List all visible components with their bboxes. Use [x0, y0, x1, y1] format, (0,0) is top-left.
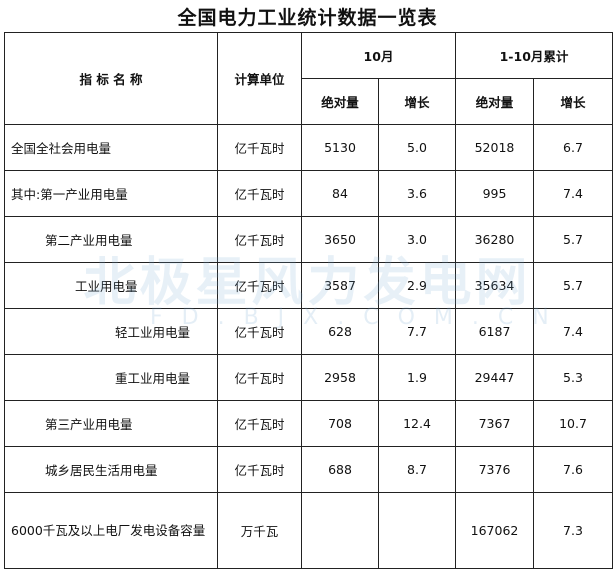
table-row: 轻工业用电量 亿千瓦时 628 7.7 6187 7.4 — [4, 308, 613, 355]
cum-growth: 7.3 — [533, 492, 613, 569]
statistics-table: 指 标 名 称 计算单位 10月 1-10月累计 绝对量 增长 绝对量 增长 全… — [4, 32, 613, 569]
cum-abs: 35634 — [455, 262, 534, 309]
cum-abs: 36280 — [455, 216, 534, 263]
month-abs: 5130 — [301, 124, 379, 171]
row-unit: 亿千瓦时 — [217, 354, 302, 401]
cum-growth: 7.6 — [533, 446, 613, 493]
row-name: 轻工业用电量 — [4, 308, 218, 355]
row-unit: 亿千瓦时 — [217, 400, 302, 447]
table-row: 工业用电量 亿千瓦时 3587 2.9 35634 5.7 — [4, 262, 613, 309]
table-row: 第三产业用电量 亿千瓦时 708 12.4 7367 10.7 — [4, 400, 613, 447]
row-name: 其中:第一产业用电量 — [4, 170, 218, 217]
month-growth: 8.7 — [378, 446, 456, 493]
row-unit: 亿千瓦时 — [217, 124, 302, 171]
header-name: 指 标 名 称 — [4, 32, 218, 125]
row-name: 6000千瓦及以上电厂发电设备容量 — [4, 492, 218, 569]
page-title: 全国电力工业统计数据一览表 — [177, 7, 438, 29]
cum-abs: 52018 — [455, 124, 534, 171]
cum-growth: 10.7 — [533, 400, 613, 447]
month-abs — [301, 492, 379, 569]
cum-abs: 167062 — [455, 492, 534, 569]
row-name: 工业用电量 — [4, 262, 218, 309]
header-cumulative: 1-10月累计 — [455, 32, 613, 79]
table-row: 重工业用电量 亿千瓦时 2958 1.9 29447 5.3 — [4, 354, 613, 401]
header-month: 10月 — [301, 32, 456, 79]
row-unit: 亿千瓦时 — [217, 446, 302, 493]
month-growth: 7.7 — [378, 308, 456, 355]
month-abs: 628 — [301, 308, 379, 355]
month-growth: 3.0 — [378, 216, 456, 263]
month-growth: 12.4 — [378, 400, 456, 447]
cum-growth: 6.7 — [533, 124, 613, 171]
cum-abs: 7367 — [455, 400, 534, 447]
cum-abs: 29447 — [455, 354, 534, 401]
cum-growth: 7.4 — [533, 308, 613, 355]
header-month-abs: 绝对量 — [301, 78, 379, 125]
header-cum-growth: 增长 — [533, 78, 613, 125]
table-row: 全国全社会用电量 亿千瓦时 5130 5.0 52018 6.7 — [4, 124, 613, 171]
month-abs: 3587 — [301, 262, 379, 309]
row-unit: 亿千瓦时 — [217, 216, 302, 263]
month-abs: 708 — [301, 400, 379, 447]
row-unit: 亿千瓦时 — [217, 262, 302, 309]
table-row: 其中:第一产业用电量 亿千瓦时 84 3.6 995 7.4 — [4, 170, 613, 217]
cum-growth: 7.4 — [533, 170, 613, 217]
month-growth: 2.9 — [378, 262, 456, 309]
month-abs: 3650 — [301, 216, 379, 263]
row-unit: 万千瓦 — [217, 492, 302, 569]
cum-growth: 5.7 — [533, 262, 613, 309]
month-growth: 1.9 — [378, 354, 456, 401]
month-growth: 3.6 — [378, 170, 456, 217]
row-name: 全国全社会用电量 — [4, 124, 218, 171]
row-name: 第三产业用电量 — [4, 400, 218, 447]
month-abs: 2958 — [301, 354, 379, 401]
header-month-growth: 增长 — [378, 78, 456, 125]
row-unit: 亿千瓦时 — [217, 308, 302, 355]
table-row: 城乡居民生活用电量 亿千瓦时 688 8.7 7376 7.6 — [4, 446, 613, 493]
row-unit: 亿千瓦时 — [217, 170, 302, 217]
row-name: 重工业用电量 — [4, 354, 218, 401]
month-abs: 84 — [301, 170, 379, 217]
cum-growth: 5.3 — [533, 354, 613, 401]
month-growth: 5.0 — [378, 124, 456, 171]
header-cum-abs: 绝对量 — [455, 78, 534, 125]
table-row: 6000千瓦及以上电厂发电设备容量 万千瓦 167062 7.3 — [4, 492, 613, 569]
row-name: 城乡居民生活用电量 — [4, 446, 218, 493]
row-name: 第二产业用电量 — [4, 216, 218, 263]
cum-abs: 995 — [455, 170, 534, 217]
cum-growth: 5.7 — [533, 216, 613, 263]
month-growth — [378, 492, 456, 569]
header-unit: 计算单位 — [217, 32, 302, 125]
cum-abs: 6187 — [455, 308, 534, 355]
cum-abs: 7376 — [455, 446, 534, 493]
month-abs: 688 — [301, 446, 379, 493]
table-row: 第二产业用电量 亿千瓦时 3650 3.0 36280 5.7 — [4, 216, 613, 263]
